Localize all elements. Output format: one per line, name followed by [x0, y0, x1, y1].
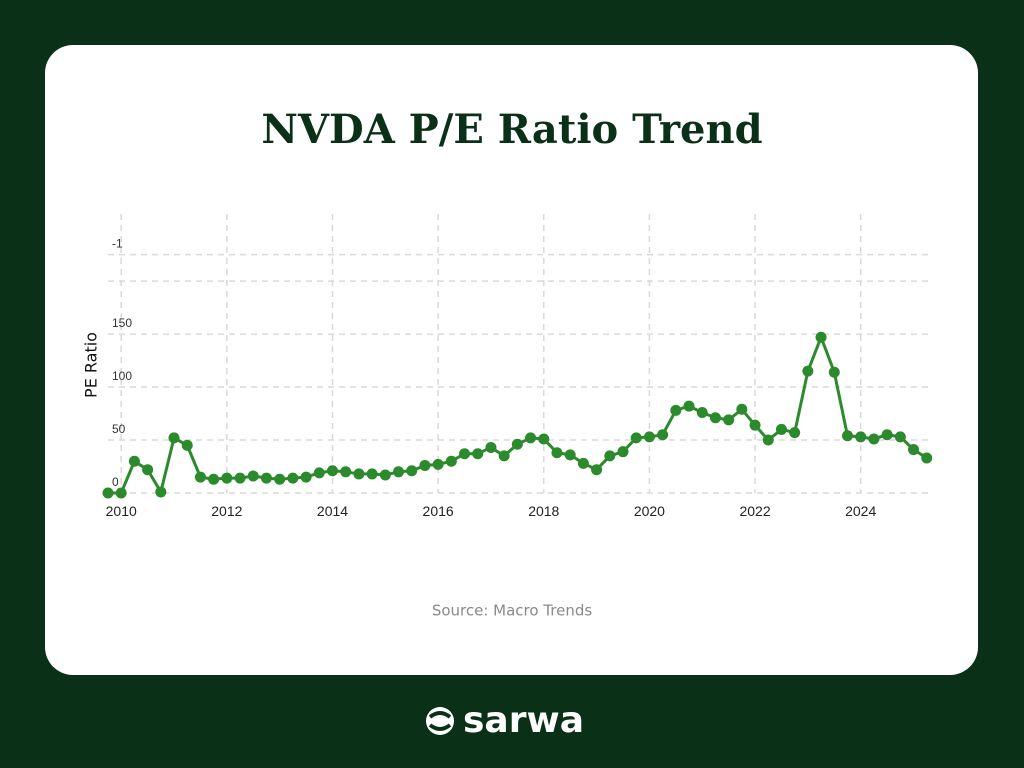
data-point — [459, 448, 471, 460]
data-point — [591, 464, 603, 476]
x-tick-label: 2014 — [317, 503, 348, 519]
data-point — [868, 433, 880, 445]
source-note: Source: Macro Trends — [432, 602, 593, 620]
data-point — [841, 430, 853, 442]
y-tick-label: 100 — [112, 369, 132, 383]
data-point — [406, 465, 418, 477]
data-point — [855, 431, 867, 443]
y-tick-label: 150 — [112, 316, 132, 330]
data-point — [696, 406, 708, 418]
data-point — [234, 472, 246, 484]
data-point — [736, 403, 748, 415]
data-point — [881, 429, 893, 441]
data-point — [260, 472, 272, 484]
data-point — [604, 450, 616, 462]
data-point — [789, 427, 801, 439]
y-tick-label: -1 — [112, 237, 123, 251]
card — [45, 45, 978, 675]
y-axis-label: PE Ratio — [82, 332, 101, 398]
data-point — [274, 473, 286, 485]
logo-text: sarwa — [463, 700, 584, 741]
x-tick-label: 2024 — [845, 503, 876, 519]
data-point — [181, 439, 193, 451]
data-point — [657, 429, 669, 441]
data-point — [366, 468, 378, 480]
data-point — [643, 431, 655, 443]
x-tick-label: 2022 — [739, 503, 770, 519]
data-point — [525, 432, 537, 444]
data-point — [393, 466, 405, 478]
data-point — [221, 472, 233, 484]
data-point — [670, 404, 682, 416]
data-point — [326, 465, 338, 477]
data-point — [538, 433, 550, 445]
data-point — [247, 470, 259, 482]
data-point — [155, 486, 167, 498]
x-tick-label: 2016 — [423, 503, 454, 519]
data-point — [709, 412, 721, 424]
data-point — [630, 432, 642, 444]
data-point — [432, 458, 444, 470]
data-point — [617, 446, 629, 458]
data-point — [168, 432, 180, 444]
data-point — [498, 450, 510, 462]
data-point — [485, 441, 497, 453]
data-point — [762, 434, 774, 446]
chart-title: NVDA P/E Ratio Trend — [261, 106, 762, 153]
data-point — [472, 448, 484, 460]
data-point — [683, 400, 695, 412]
data-point — [313, 467, 325, 479]
data-point — [445, 455, 457, 467]
data-point — [511, 438, 523, 450]
data-point — [577, 457, 589, 469]
x-tick-label: 2020 — [634, 503, 665, 519]
data-point — [551, 447, 563, 459]
data-point — [564, 449, 576, 461]
data-point — [419, 459, 431, 471]
data-point — [287, 472, 299, 484]
data-point — [775, 423, 787, 435]
x-tick-label: 2018 — [528, 503, 559, 519]
data-point — [802, 365, 814, 377]
data-point — [723, 414, 735, 426]
data-point — [194, 471, 206, 483]
data-point — [102, 487, 114, 499]
x-tick-label: 2010 — [106, 503, 137, 519]
data-point — [353, 468, 365, 480]
logo-icon — [426, 707, 454, 735]
y-tick-label: 0 — [112, 475, 119, 489]
y-tick-label: 50 — [112, 422, 126, 436]
data-point — [128, 455, 140, 467]
plot: 0 50 100 150 -1 2010 2012 2014 2016 2018 2020 2022 2… — [102, 214, 933, 519]
data-point — [828, 366, 840, 378]
data-point — [340, 466, 352, 478]
data-point — [749, 419, 761, 431]
x-tick-label: 2012 — [211, 503, 242, 519]
data-point — [921, 452, 933, 464]
data-point — [208, 473, 220, 485]
data-point — [115, 487, 127, 499]
data-point — [379, 469, 391, 481]
data-point — [908, 444, 920, 456]
data-point — [894, 431, 906, 443]
data-point — [142, 464, 154, 476]
data-point — [815, 331, 827, 343]
data-point — [300, 471, 312, 483]
